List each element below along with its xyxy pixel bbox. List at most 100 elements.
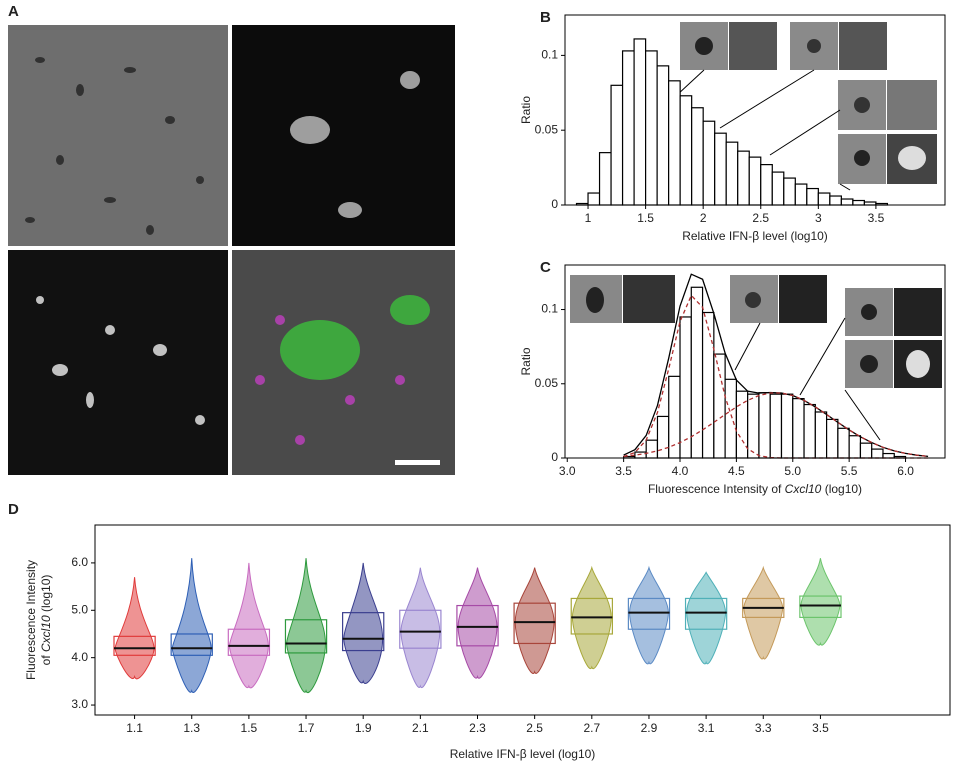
bar [794,183,808,206]
violin [400,567,441,689]
bar [748,156,762,206]
x-tick-label: 2.5 [526,721,543,735]
bar [871,448,884,459]
violin [686,571,727,665]
x-tick-label: 3.3 [755,721,772,735]
y-tick-label: 0.1 [541,48,558,62]
x-tick-label: 1.1 [126,721,143,735]
label-part: (log10) [821,482,862,496]
x-tick-label: 1.5 [637,211,654,225]
bar [769,393,783,459]
violin [800,558,841,646]
label-part: Ratio [519,347,533,375]
bar [702,120,716,206]
y-tick-label: 0.05 [535,122,559,136]
x-tick-label: 5.0 [784,464,801,478]
bar [725,141,739,206]
bar [771,171,785,206]
x-tick-label: 3.5 [615,464,632,478]
x-tick-label: 5.5 [841,464,858,478]
bar [587,192,601,206]
bar [852,199,865,206]
violin [514,567,555,675]
y-tick-label: 0.05 [535,376,559,390]
bar [848,435,862,459]
x-axis-label: Relative IFN-β level (log10) [450,747,596,761]
bar [837,427,850,459]
x-tick-label: 2.3 [469,721,486,735]
box [456,604,499,647]
x-tick-label: 3.5 [812,721,829,735]
cxcl10-image [8,250,228,475]
box [170,633,213,656]
bar [713,353,726,459]
x-tick-label: 2.1 [412,721,429,735]
plot-frame [564,14,946,206]
bar [679,95,693,206]
bar [859,442,873,459]
x-tick-label: 1 [585,211,592,225]
bar [817,192,831,206]
box [227,628,271,656]
x-tick-label: 1.3 [183,721,200,735]
bar [714,132,727,206]
violin [171,558,212,693]
violin [743,565,784,660]
bar [826,418,839,459]
violin [228,562,269,689]
plot-frame [94,524,951,716]
label-part: of [39,652,53,665]
bar [668,80,681,206]
box [684,597,728,630]
label-part: Cxcl10 [39,615,53,652]
bar [780,393,794,459]
bar [634,451,647,459]
box [627,597,671,630]
fit-curve [623,392,929,458]
label-part: Relative IFN-β level (log10) [450,747,596,761]
box [284,619,328,654]
x-tick-label: 2.7 [583,721,600,735]
x-tick-label: 4.5 [728,464,745,478]
bar [747,393,760,459]
y-tick-label: 4.0 [71,650,88,664]
x-tick-label: 1.5 [241,721,258,735]
violin [286,558,326,694]
bar [645,439,659,459]
bar [701,311,715,459]
bar [882,452,895,459]
y-tick-label: 6.0 [71,555,88,569]
label-part: Relative IFN-β level (log10) [682,229,828,243]
x-tick-label: 3.5 [868,211,885,225]
bar [645,50,658,206]
x-tick-label: 4.0 [672,464,689,478]
y-tick-label: 0.1 [541,302,558,316]
x-tick-label: 6.0 [897,464,914,478]
micrographs [8,25,455,475]
bar [737,150,750,206]
x-tick-label: 3 [815,211,822,225]
bar [814,411,828,459]
x-tick-label: 2.9 [641,721,658,735]
violin [114,577,155,680]
bar [690,286,704,459]
x-tick-label: 2.5 [752,211,769,225]
bar [792,398,805,459]
y-axis-label: Ratio [519,96,533,124]
label-part: Ratio [519,96,533,124]
panel-label: B [540,9,551,26]
insets [570,22,942,441]
box [513,602,556,645]
bar [758,392,771,459]
phase-image [8,25,228,246]
label-part: (log10) [39,575,53,616]
panel-label: A [8,3,19,20]
x-tick-label: 3.1 [698,721,715,735]
y-tick-label: 3.0 [71,697,88,711]
y-tick-label: 0 [551,197,558,211]
bar [610,84,624,206]
bar [679,316,692,459]
bar [806,187,819,206]
x-tick-label: 1.7 [298,721,315,735]
label-part: Fluorescence Intensity [24,560,38,680]
